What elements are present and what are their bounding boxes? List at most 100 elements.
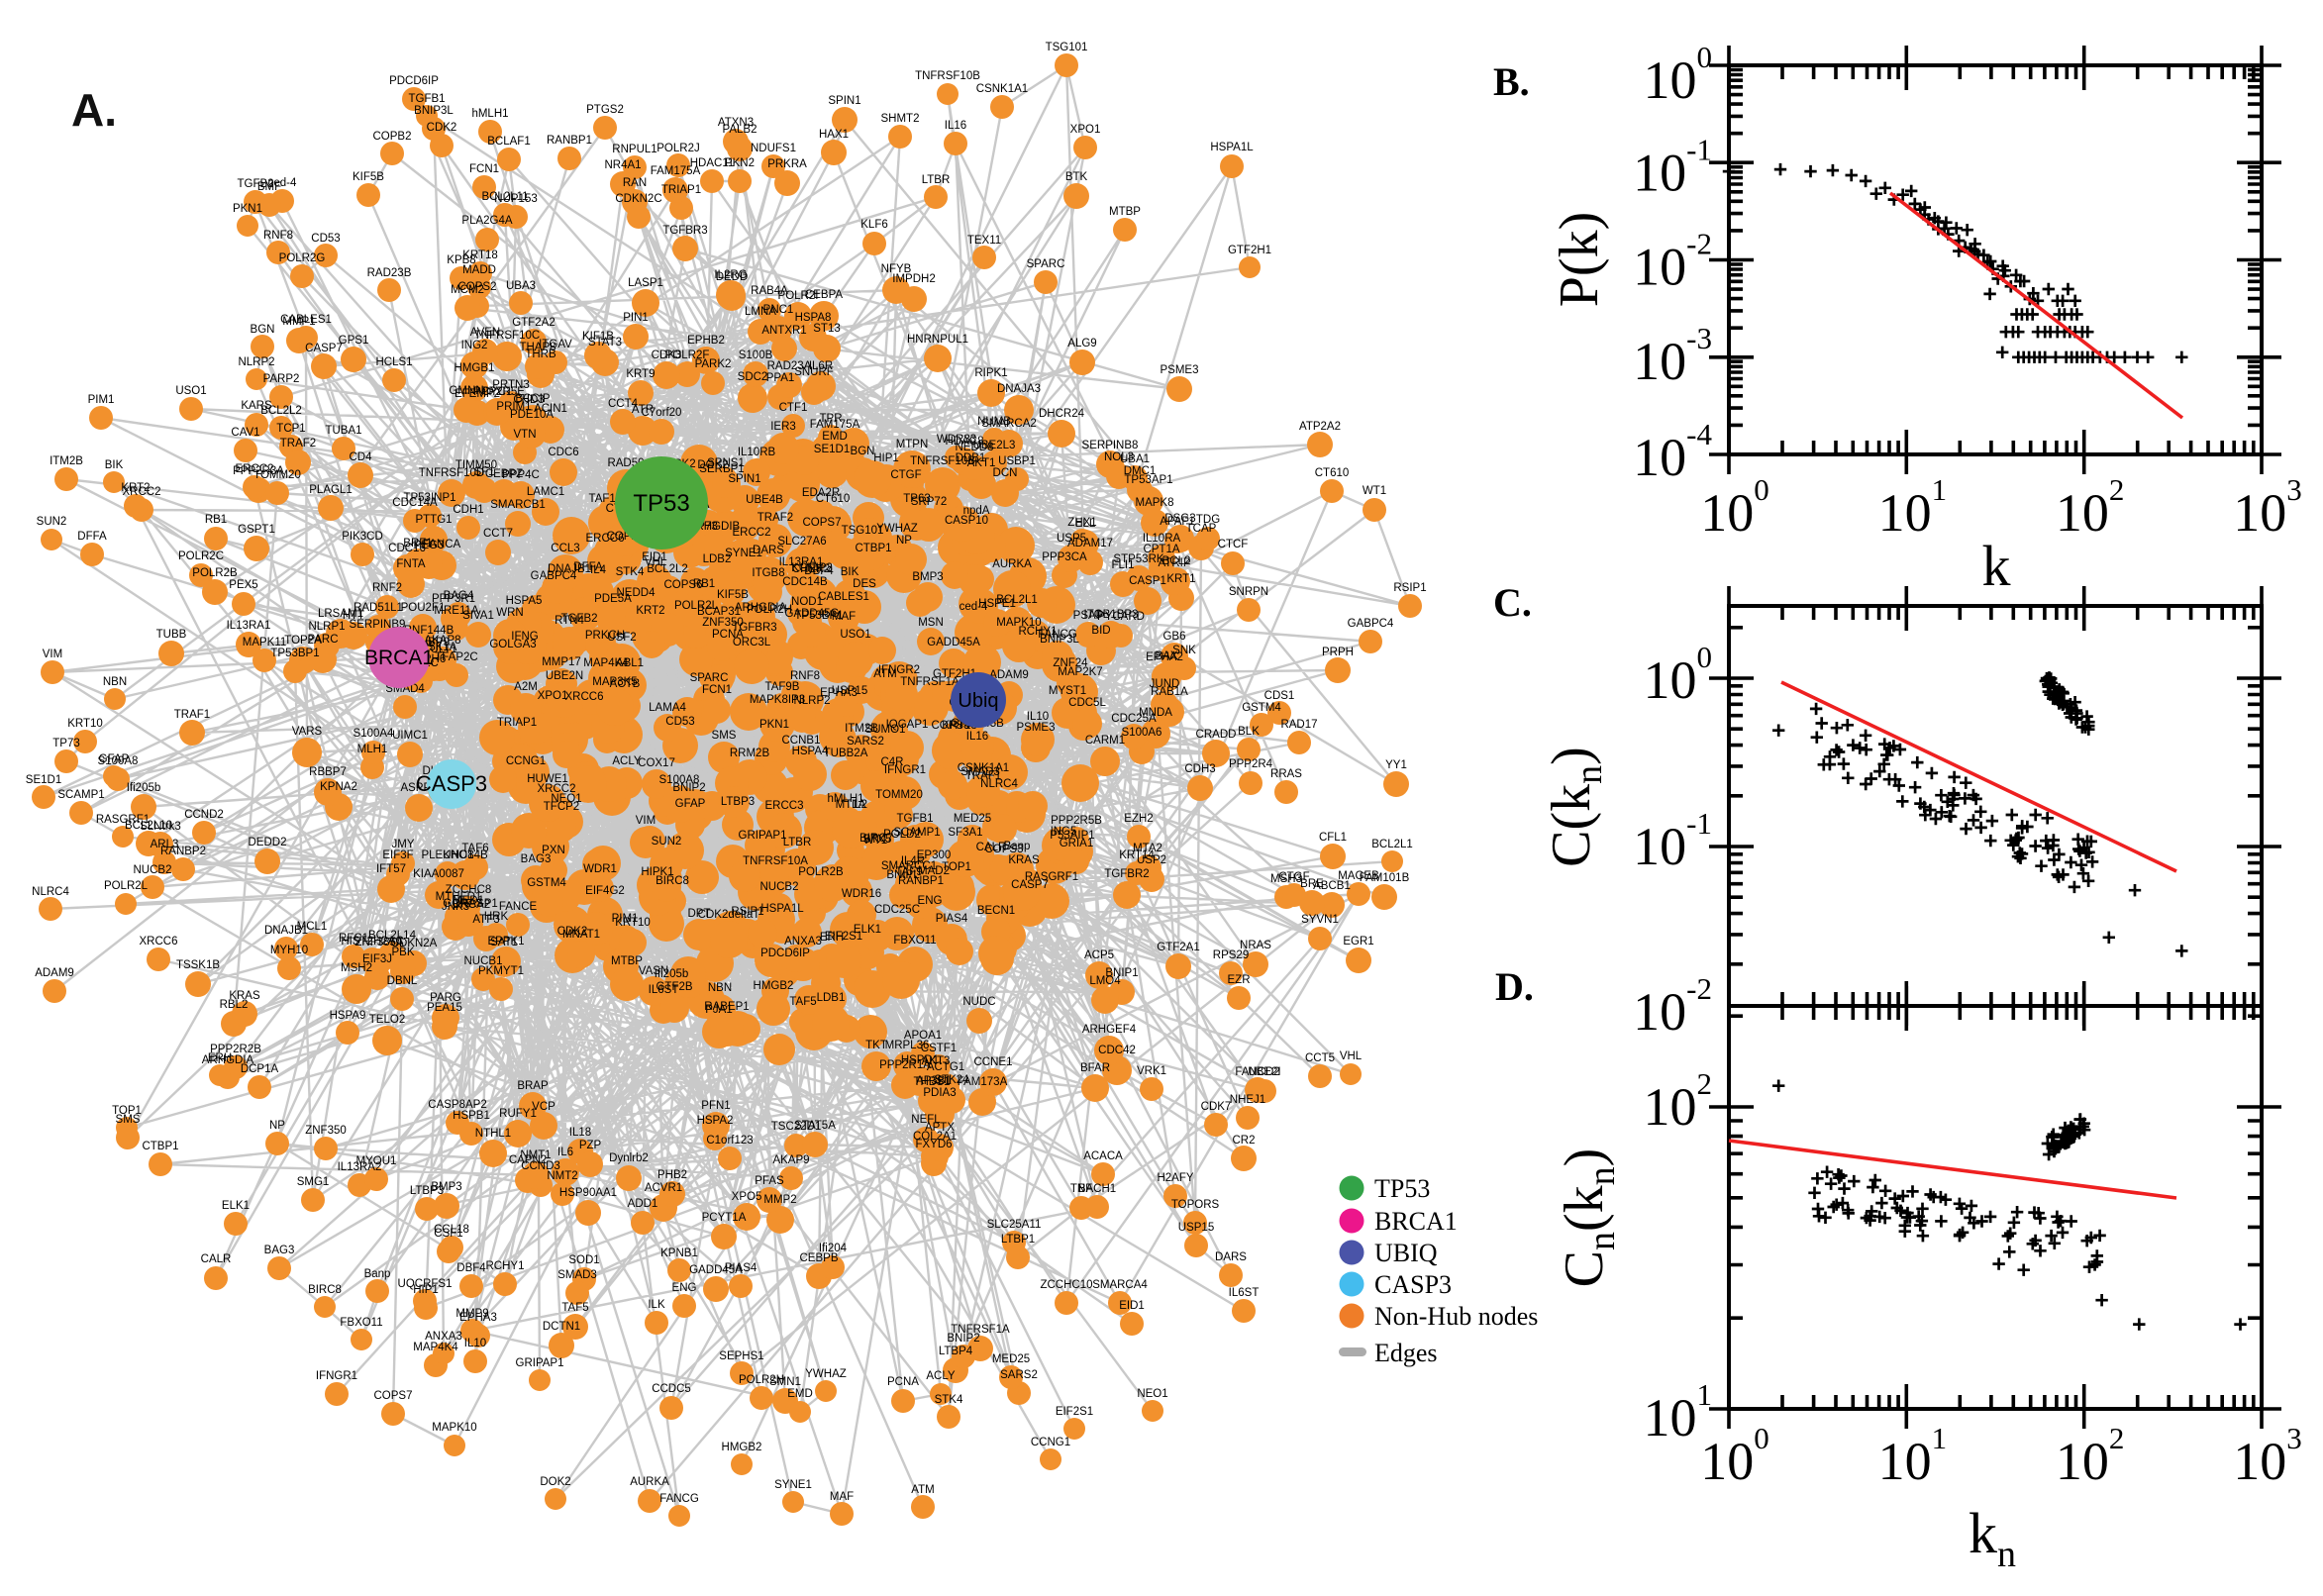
svg-text:STAT5A: STAT5A — [794, 1120, 836, 1132]
svg-text:PEX5: PEX5 — [229, 579, 257, 591]
svg-text:DHCR24: DHCR24 — [1039, 408, 1085, 420]
svg-text:GRIA1: GRIA1 — [1060, 838, 1094, 849]
svg-text:DBF4: DBF4 — [804, 565, 834, 577]
svg-text:PIAS4: PIAS4 — [725, 1262, 758, 1274]
svg-text:IL6ST: IL6ST — [649, 984, 679, 996]
svg-text:CDK2deltaT: CDK2deltaT — [698, 909, 760, 921]
svg-text:CTCF: CTCF — [1218, 539, 1249, 550]
svg-text:SAT1: SAT1 — [490, 937, 518, 948]
svg-text:AVEN: AVEN — [470, 327, 500, 339]
svg-text:CDS1: CDS1 — [1264, 690, 1295, 702]
svg-text:MSH3: MSH3 — [1270, 873, 1302, 885]
svg-text:MTBP: MTBP — [1109, 206, 1141, 218]
svg-text:TOMM20: TOMM20 — [253, 469, 301, 481]
svg-text:PFN1: PFN1 — [701, 1100, 730, 1112]
svg-text:HRK: HRK — [484, 911, 509, 923]
svg-text:C(kn): C(kn) — [1541, 747, 1610, 867]
svg-text:ITGAV: ITGAV — [539, 339, 572, 350]
svg-text:BFAR: BFAR — [1080, 1062, 1110, 1074]
svg-text:IL10: IL10 — [1027, 711, 1049, 723]
svg-text:EIF4G2: EIF4G2 — [585, 885, 625, 897]
svg-text:ADD1: ADD1 — [628, 1198, 658, 1210]
svg-text:CT610: CT610 — [1315, 467, 1350, 479]
svg-text:RAD51L1: RAD51L1 — [354, 602, 403, 614]
svg-text:HDAC11: HDAC11 — [690, 157, 735, 169]
svg-text:ARHGDIA: ARHGDIA — [735, 602, 787, 614]
svg-text:PTTG1: PTTG1 — [415, 514, 452, 526]
svg-text:IL10: IL10 — [464, 1338, 486, 1349]
svg-text:USO1: USO1 — [840, 629, 870, 641]
svg-text:GABPC4: GABPC4 — [1348, 618, 1394, 630]
svg-text:BNIPL: BNIPL — [886, 869, 920, 881]
svg-text:SMS: SMS — [116, 1114, 141, 1126]
svg-text:PPA1: PPA1 — [766, 372, 795, 384]
svg-text:NOD1: NOD1 — [791, 596, 823, 608]
svg-text:MAP2K7: MAP2K7 — [1058, 666, 1102, 678]
svg-text:CAV1: CAV1 — [231, 427, 259, 439]
svg-text:SHMT2: SHMT2 — [881, 113, 920, 125]
svg-text:BNIP2: BNIP2 — [947, 1333, 979, 1345]
svg-text:TCAP: TCAP — [1186, 523, 1217, 535]
svg-text:CASP3: CASP3 — [416, 771, 487, 796]
svg-text:ELK1: ELK1 — [222, 1200, 250, 1212]
svg-text:IL10RB: IL10RB — [738, 447, 776, 458]
svg-text:PPP2R4: PPP2R4 — [1229, 758, 1273, 770]
svg-text:CARM1: CARM1 — [1085, 735, 1125, 747]
svg-text:DARS: DARS — [753, 545, 784, 556]
svg-text:IL16: IL16 — [945, 120, 966, 132]
svg-text:PLAGL1: PLAGL1 — [309, 484, 352, 496]
svg-text:RCHY1: RCHY1 — [486, 1260, 525, 1272]
svg-text:NLRP2: NLRP2 — [238, 356, 274, 368]
svg-text:IFNG: IFNG — [511, 631, 539, 643]
svg-text:ced-4: ced-4 — [960, 601, 988, 613]
svg-text:EZR: EZR — [1228, 974, 1251, 986]
svg-text:CTGF: CTGF — [890, 469, 921, 481]
svg-text:UBE2N: UBE2N — [546, 670, 583, 682]
svg-text:EPHB2: EPHB2 — [687, 335, 725, 347]
svg-text:POLR2H: POLR2H — [739, 1374, 784, 1386]
svg-text:CCT5: CCT5 — [1305, 1052, 1335, 1064]
svg-text:USF2: USF2 — [607, 632, 636, 644]
svg-text:TAF9: TAF9 — [895, 866, 922, 878]
svg-text:PDCD6IP: PDCD6IP — [389, 75, 439, 87]
svg-text:UBA3: UBA3 — [506, 280, 536, 292]
svg-text:EPPK1: EPPK1 — [487, 936, 524, 948]
svg-text:FAM101B: FAM101B — [1360, 872, 1410, 884]
svg-text:POLD2: POLD2 — [883, 829, 921, 841]
svg-text:TP63: TP63 — [903, 493, 931, 505]
svg-text:ALG9: ALG9 — [1067, 338, 1096, 349]
svg-text:TAF9B: TAF9B — [765, 681, 800, 693]
svg-text:ING5: ING5 — [1051, 826, 1077, 838]
svg-text:ZNF24: ZNF24 — [1053, 657, 1088, 669]
svg-text:UNC84B: UNC84B — [443, 849, 488, 861]
svg-text:IFNGR1: IFNGR1 — [316, 1370, 357, 1382]
svg-text:POLR2C: POLR2C — [178, 550, 224, 562]
svg-text:MAD2: MAD2 — [918, 865, 950, 877]
svg-text:TP53: TP53 — [1374, 1174, 1430, 1203]
svg-text:BGN: BGN — [851, 446, 875, 457]
svg-text:A.: A. — [71, 84, 117, 136]
svg-text:BRCA1: BRCA1 — [364, 647, 434, 669]
svg-text:H2AFY: H2AFY — [1157, 1172, 1193, 1184]
svg-text:SF1: SF1 — [473, 466, 494, 478]
svg-text:PPP3R1: PPP3R1 — [432, 593, 475, 605]
svg-text:SYNE1: SYNE1 — [774, 1479, 812, 1491]
svg-text:RB1: RB1 — [693, 578, 715, 590]
svg-text:FANCD2: FANCD2 — [1235, 1066, 1279, 1078]
svg-text:VHL: VHL — [645, 556, 667, 568]
svg-text:PCNA: PCNA — [887, 1376, 919, 1388]
svg-text:EID1: EID1 — [1119, 1300, 1145, 1312]
svg-text:RANBP1: RANBP1 — [547, 135, 592, 147]
svg-text:npdA: npdA — [963, 505, 990, 517]
svg-text:C7orf20: C7orf20 — [642, 407, 682, 419]
svg-text:BCL2L14: BCL2L14 — [368, 930, 417, 942]
svg-text:STK24: STK24 — [934, 1074, 969, 1086]
svg-text:KRT18: KRT18 — [462, 249, 498, 261]
svg-text:BCL2L2: BCL2L2 — [260, 405, 302, 417]
svg-text:HSPB1: HSPB1 — [453, 1110, 490, 1122]
svg-text:SPNS1: SPNS1 — [707, 457, 745, 469]
svg-text:LDB1: LDB1 — [817, 992, 846, 1004]
svg-text:COPS2: COPS2 — [458, 281, 497, 293]
svg-text:PDIA3: PDIA3 — [923, 1087, 956, 1099]
svg-text:TNFRSF10D: TNFRSF10D — [419, 467, 484, 479]
